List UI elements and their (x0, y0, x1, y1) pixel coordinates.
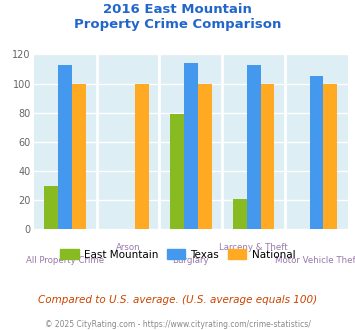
Text: Larceny & Theft: Larceny & Theft (219, 243, 288, 252)
Text: Property Crime Comparison: Property Crime Comparison (74, 18, 281, 31)
Text: Burglary: Burglary (173, 256, 209, 265)
Text: © 2025 CityRating.com - https://www.cityrating.com/crime-statistics/: © 2025 CityRating.com - https://www.city… (45, 320, 310, 329)
Text: 2016 East Mountain: 2016 East Mountain (103, 3, 252, 16)
Bar (198, 83, 212, 229)
Text: Arson: Arson (116, 243, 140, 252)
Bar (58, 65, 72, 229)
Bar (184, 63, 198, 229)
Bar (135, 83, 149, 229)
Bar (310, 76, 323, 229)
Bar (247, 65, 261, 229)
Bar (44, 185, 58, 229)
Bar (323, 83, 337, 229)
Legend: East Mountain, Texas, National: East Mountain, Texas, National (56, 245, 299, 264)
Bar (261, 83, 274, 229)
Text: All Property Crime: All Property Crime (26, 256, 104, 265)
Text: Compared to U.S. average. (U.S. average equals 100): Compared to U.S. average. (U.S. average … (38, 295, 317, 305)
Bar (233, 199, 247, 229)
Text: Motor Vehicle Theft: Motor Vehicle Theft (274, 256, 355, 265)
Bar (72, 83, 86, 229)
Bar (170, 114, 184, 229)
